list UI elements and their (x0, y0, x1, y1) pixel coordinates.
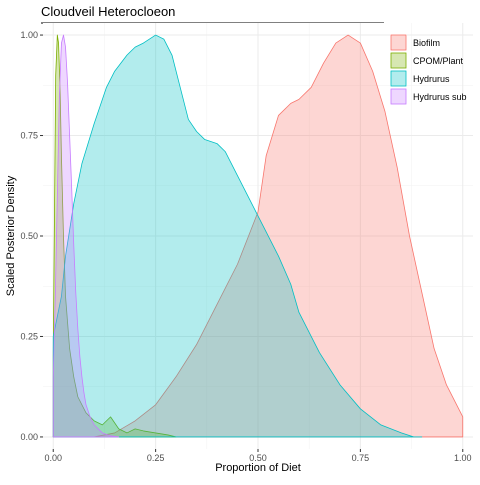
legend-key-hydrurus-sub (390, 88, 407, 105)
y-tick-label: 0.75 (20, 131, 38, 141)
y-tick-label: 0.00 (20, 432, 38, 442)
legend-key-biofilm (390, 34, 407, 51)
x-axis-title: Proportion of Diet (215, 462, 301, 474)
density-area-hydrurus (52, 34, 423, 438)
legend-label-biofilm: Biofilm (413, 38, 440, 48)
legend-label-cpom-plant: CPOM/Plant (413, 56, 464, 66)
density-area-hydrurus-sub (52, 34, 120, 438)
chart-title: Cloudveil Heterocloeon (41, 4, 175, 19)
y-tick-label: 0.25 (20, 331, 38, 341)
legend-label-hydrurus-sub: Hydrurus sub (413, 92, 467, 102)
y-tick-label: 0.50 (20, 231, 38, 241)
legend: Biofilm CPOM/Plant Hydrurus Hydrurus sub (390, 34, 467, 105)
legend-label-hydrurus: Hydrurus (413, 74, 450, 84)
legend-key-background (390, 34, 407, 51)
legend-key-background (390, 70, 407, 87)
legend-key-hydrurus (390, 70, 407, 87)
density-area-biofilm (52, 34, 464, 438)
plot-area (43, 23, 473, 449)
legend-key-cpom-plant (390, 52, 407, 69)
legend-key-background (390, 52, 407, 69)
legend-key-background (390, 88, 407, 105)
x-tick-label: 1.00 (454, 453, 472, 463)
x-tick-label: 0.00 (44, 453, 62, 463)
axes: 0.00 0.25 0.50 0.75 1.00 0.00 0.25 0.50 0.75 1.00 (20, 30, 471, 463)
x-tick-label: 0.75 (352, 453, 370, 463)
density-area-cpom-plant (52, 34, 177, 438)
x-tick-label: 0.50 (249, 453, 267, 463)
y-tick-label: 1.00 (20, 30, 38, 40)
y-axis-title: Scaled Posterior Density (5, 175, 17, 296)
x-tick-label: 0.25 (147, 453, 165, 463)
